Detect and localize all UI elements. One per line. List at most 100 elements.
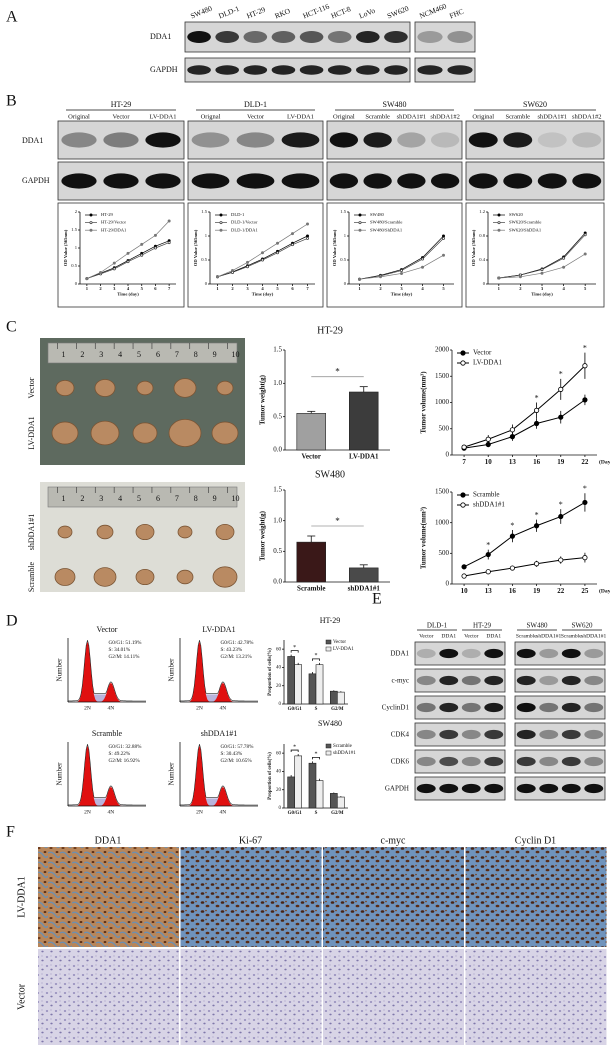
point xyxy=(540,268,544,272)
lane-label: shDDA1#1 xyxy=(397,113,427,120)
x-mark: 2N xyxy=(196,809,203,815)
lane-label: Vector xyxy=(113,113,131,120)
band xyxy=(271,65,296,75)
point xyxy=(305,234,309,238)
y-tick-label: 1.5 xyxy=(273,486,282,494)
lane-label: LV-DDA1 xyxy=(287,113,314,120)
y-axis-label: Proportion of cells(%) xyxy=(268,648,273,696)
legend-marker xyxy=(89,221,93,225)
legend-marker xyxy=(460,502,466,508)
lane-label: DDA1 xyxy=(486,633,501,639)
lane-label: shDDA1#1 xyxy=(536,633,561,639)
bar xyxy=(315,780,324,809)
band xyxy=(439,675,459,686)
ruler-mark: 1 xyxy=(61,350,65,359)
blot xyxy=(414,668,506,693)
chart-frame xyxy=(187,202,324,308)
lane-label: Vector xyxy=(247,113,265,120)
legend-marker xyxy=(497,213,501,217)
band xyxy=(61,132,97,148)
y-tick-label: 0.4 xyxy=(479,257,485,262)
y-tick-label: 1 xyxy=(344,233,347,238)
x-tick-label: Scramble xyxy=(297,585,325,593)
point xyxy=(533,420,540,427)
band xyxy=(484,702,504,713)
y-tick-label: 0 xyxy=(483,281,486,286)
x-tick-label: 10 xyxy=(485,458,493,466)
legend-label: SW480/Scramble xyxy=(370,220,402,225)
column-label: c-myc xyxy=(381,835,407,846)
row-label: Vector xyxy=(16,983,27,1010)
x-axis-label: Time (day) xyxy=(531,292,553,297)
band xyxy=(537,132,567,148)
band xyxy=(329,173,359,189)
x-tick-label: 3 xyxy=(541,286,544,291)
point xyxy=(461,564,467,570)
band xyxy=(516,756,536,767)
band xyxy=(103,173,139,189)
tumor xyxy=(55,379,75,397)
histogram-stat: S: 30.43% xyxy=(221,751,243,757)
band xyxy=(484,675,504,686)
band xyxy=(561,675,581,686)
column-label: Ki-67 xyxy=(239,835,262,846)
ruler-mark: 2 xyxy=(80,494,84,503)
y-tick-label: 0 xyxy=(205,281,208,286)
legend-label: shDDA1#1 xyxy=(473,501,505,509)
significance-bracket xyxy=(312,756,320,760)
band xyxy=(539,729,559,740)
bar xyxy=(329,690,338,705)
legend-swatch xyxy=(325,750,332,756)
row-label: c-myc xyxy=(392,677,410,685)
phase-g2 xyxy=(68,786,146,806)
legend-marker xyxy=(358,228,362,232)
band xyxy=(484,729,504,740)
band xyxy=(299,65,324,75)
band xyxy=(516,675,536,686)
y-tick-label: 40 xyxy=(276,666,282,671)
y-tick-label: 1 xyxy=(205,233,208,238)
x-tick-label: 4 xyxy=(562,286,565,291)
band xyxy=(243,31,268,43)
bar xyxy=(308,762,317,809)
significance: * xyxy=(315,653,318,659)
point xyxy=(112,267,116,271)
band xyxy=(539,648,559,659)
row-label: GAPDH xyxy=(150,65,178,74)
point xyxy=(582,555,588,561)
point xyxy=(562,265,566,269)
band xyxy=(356,65,380,75)
y-tick-label: 0.5 xyxy=(273,547,282,555)
band xyxy=(103,132,139,148)
tumor xyxy=(173,378,197,398)
x-tick-label: 7 xyxy=(168,286,171,291)
legend-swatch xyxy=(325,743,332,749)
group-label: DLD-1 xyxy=(427,622,448,630)
band xyxy=(461,783,481,794)
point xyxy=(540,271,544,275)
ruler-mark: 8 xyxy=(194,350,198,359)
row-label: GAPDH xyxy=(22,176,50,185)
histogram-outline xyxy=(179,744,258,806)
x-tick-label: 4 xyxy=(421,286,424,291)
bar xyxy=(296,413,326,451)
y-tick-label: 0.0 xyxy=(273,446,282,454)
point xyxy=(461,573,467,579)
significance: * xyxy=(510,521,514,530)
blot xyxy=(514,668,606,693)
histogram-stat: G0/G1: 51.19% xyxy=(109,640,143,646)
band xyxy=(299,31,324,43)
ruler-mark: 9 xyxy=(213,350,217,359)
band xyxy=(61,173,97,189)
legend-marker xyxy=(89,213,93,217)
x-tick-label: 22 xyxy=(557,587,565,595)
band xyxy=(356,31,380,43)
point xyxy=(518,275,522,279)
blot xyxy=(514,776,606,801)
ruler-mark: 5 xyxy=(137,350,141,359)
point xyxy=(485,436,491,442)
band xyxy=(561,729,581,740)
point xyxy=(126,260,130,264)
row-label: DDA1 xyxy=(22,136,43,145)
tumor xyxy=(132,422,158,444)
